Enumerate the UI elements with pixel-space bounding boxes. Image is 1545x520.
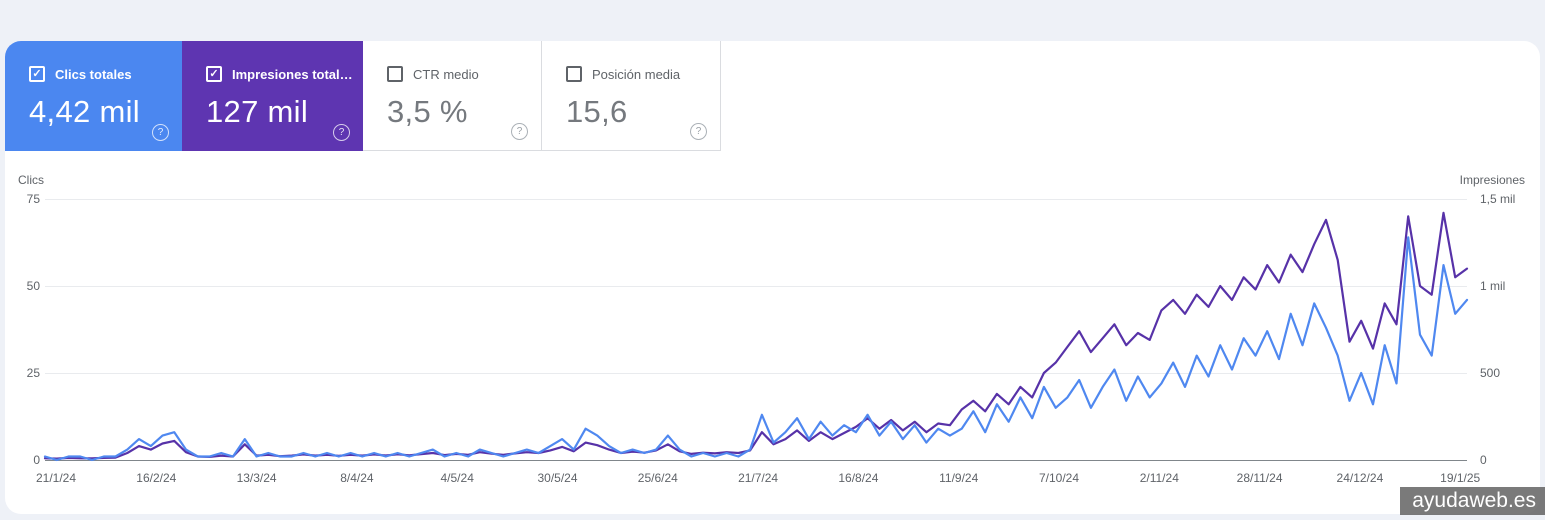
axis-tick-label: 25 xyxy=(26,366,40,380)
metric-label: CTR medio xyxy=(413,66,479,82)
left-axis-title: Clics xyxy=(18,173,44,187)
axis-tick-label: 75 xyxy=(26,192,40,206)
axis-tick-label: 1 mil xyxy=(1480,279,1506,293)
performance-line-chart[interactable] xyxy=(43,199,1469,462)
gridline xyxy=(45,199,1467,200)
checkbox-checked-icon[interactable]: ✓ xyxy=(206,66,222,82)
help-icon[interactable]: ? xyxy=(511,123,528,140)
date-tick-label: 30/5/24 xyxy=(537,471,578,485)
metric-value: 127 mil xyxy=(206,94,309,129)
date-tick-label: 7/10/24 xyxy=(1038,471,1080,485)
metric-card-avg-ctr[interactable]: CTR medio 3,5 % ? xyxy=(363,41,542,151)
metric-label: Clics totales xyxy=(55,66,132,82)
date-tick-label: 2/11/24 xyxy=(1139,471,1179,485)
date-tick-label: 19/1/25 xyxy=(1440,471,1481,485)
series-line-impresiones xyxy=(43,211,1469,460)
help-icon[interactable]: ? xyxy=(152,124,169,141)
metric-card-total-impressions[interactable]: ✓ Impresiones total… 127 mil ? xyxy=(182,41,363,151)
metric-card-total-clicks[interactable]: ✓ Clics totales 4,42 mil ? xyxy=(5,41,182,151)
gridline xyxy=(45,286,1467,287)
axis-tick-label: 0 xyxy=(1480,453,1487,467)
help-icon[interactable]: ? xyxy=(333,124,350,141)
date-tick-label: 16/8/24 xyxy=(838,471,879,485)
metric-label: Impresiones total… xyxy=(232,66,353,82)
metric-value: 3,5 % xyxy=(387,94,468,129)
axis-tick-label: 50 xyxy=(26,279,40,293)
axis-tick-label: 0 xyxy=(33,453,40,467)
date-tick-label: 25/6/24 xyxy=(637,471,678,485)
metric-card-avg-position[interactable]: Posición media 15,6 ? xyxy=(542,41,721,151)
metric-value: 15,6 xyxy=(566,94,628,129)
axis-tick-label: 500 xyxy=(1480,366,1501,380)
date-tick-label: 11/9/24 xyxy=(939,471,979,485)
date-tick-label: 28/11/24 xyxy=(1236,471,1283,485)
date-tick-label: 13/3/24 xyxy=(236,471,277,485)
help-icon[interactable]: ? xyxy=(690,123,707,140)
date-tick-label: 8/4/24 xyxy=(340,471,374,485)
metric-cards-row: ✓ Clics totales 4,42 mil ? ✓ Impresiones… xyxy=(5,41,721,151)
watermark-label: ayudaweb.es xyxy=(1400,487,1545,515)
checkbox-unchecked-icon[interactable] xyxy=(566,66,582,82)
date-tick-label: 24/12/24 xyxy=(1336,471,1384,485)
axis-tick-label: 1,5 mil xyxy=(1480,192,1516,206)
date-tick-label: 4/5/24 xyxy=(440,471,474,485)
gridline xyxy=(45,373,1467,374)
metric-label: Posición media xyxy=(592,66,681,82)
date-tick-label: 21/1/24 xyxy=(35,471,77,485)
gridline xyxy=(45,460,1467,461)
metric-value: 4,42 mil xyxy=(29,94,140,129)
date-tick-label: 16/2/24 xyxy=(136,471,177,485)
checkbox-unchecked-icon[interactable] xyxy=(387,66,403,82)
date-tick-label: 21/7/24 xyxy=(738,471,779,485)
checkbox-checked-icon[interactable]: ✓ xyxy=(29,66,45,82)
right-axis-title: Impresiones xyxy=(1459,173,1525,187)
series-line-clics xyxy=(43,236,1469,462)
performance-panel: ✓ Clics totales 4,42 mil ? ✓ Impresiones… xyxy=(5,41,1540,514)
